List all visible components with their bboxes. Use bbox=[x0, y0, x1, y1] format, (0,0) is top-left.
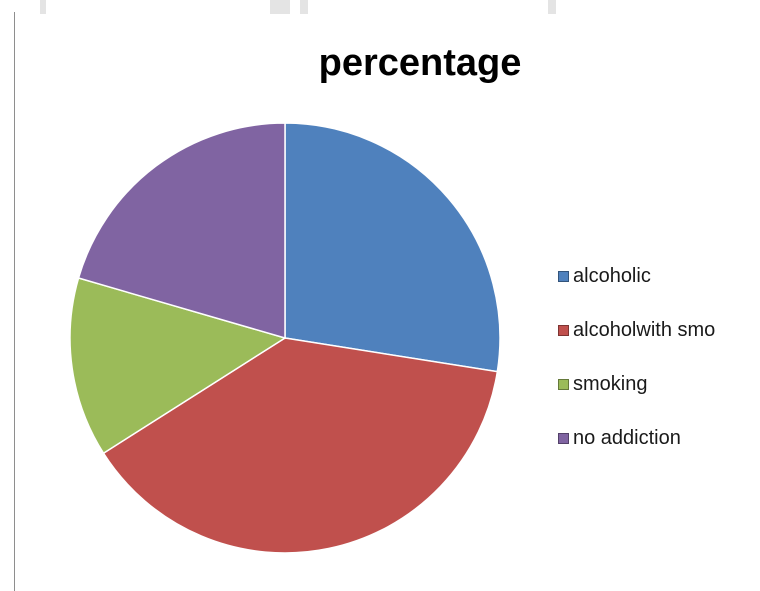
legend-swatch-alcohol-with-smoking bbox=[558, 325, 569, 336]
top-strip bbox=[0, 0, 760, 12]
top-divider-mark bbox=[270, 0, 290, 14]
legend-swatch-smoking bbox=[558, 379, 569, 390]
pie-slices bbox=[69, 122, 501, 554]
chart-title: percentage bbox=[318, 42, 522, 84]
legend-label: alcoholic bbox=[573, 265, 651, 287]
legend-label: no addiction bbox=[573, 427, 681, 449]
legend-label: smoking bbox=[573, 373, 648, 395]
pie-slice-alcoholwith-smo bbox=[102, 337, 499, 554]
legend-swatch-alcoholic bbox=[558, 271, 569, 282]
top-divider-mark bbox=[300, 0, 308, 14]
legend-swatch-no-addiction bbox=[558, 433, 569, 444]
top-divider-mark bbox=[40, 0, 46, 14]
pie-slice-no-addiction bbox=[77, 122, 286, 339]
pie-slice-smoking bbox=[69, 277, 287, 455]
pie-chart bbox=[69, 122, 501, 554]
top-divider-mark bbox=[548, 0, 556, 14]
pie-slice-alcoholic bbox=[284, 122, 501, 373]
legend-label: alcoholwith smo bbox=[573, 319, 716, 341]
left-margin bbox=[0, 0, 14, 574]
